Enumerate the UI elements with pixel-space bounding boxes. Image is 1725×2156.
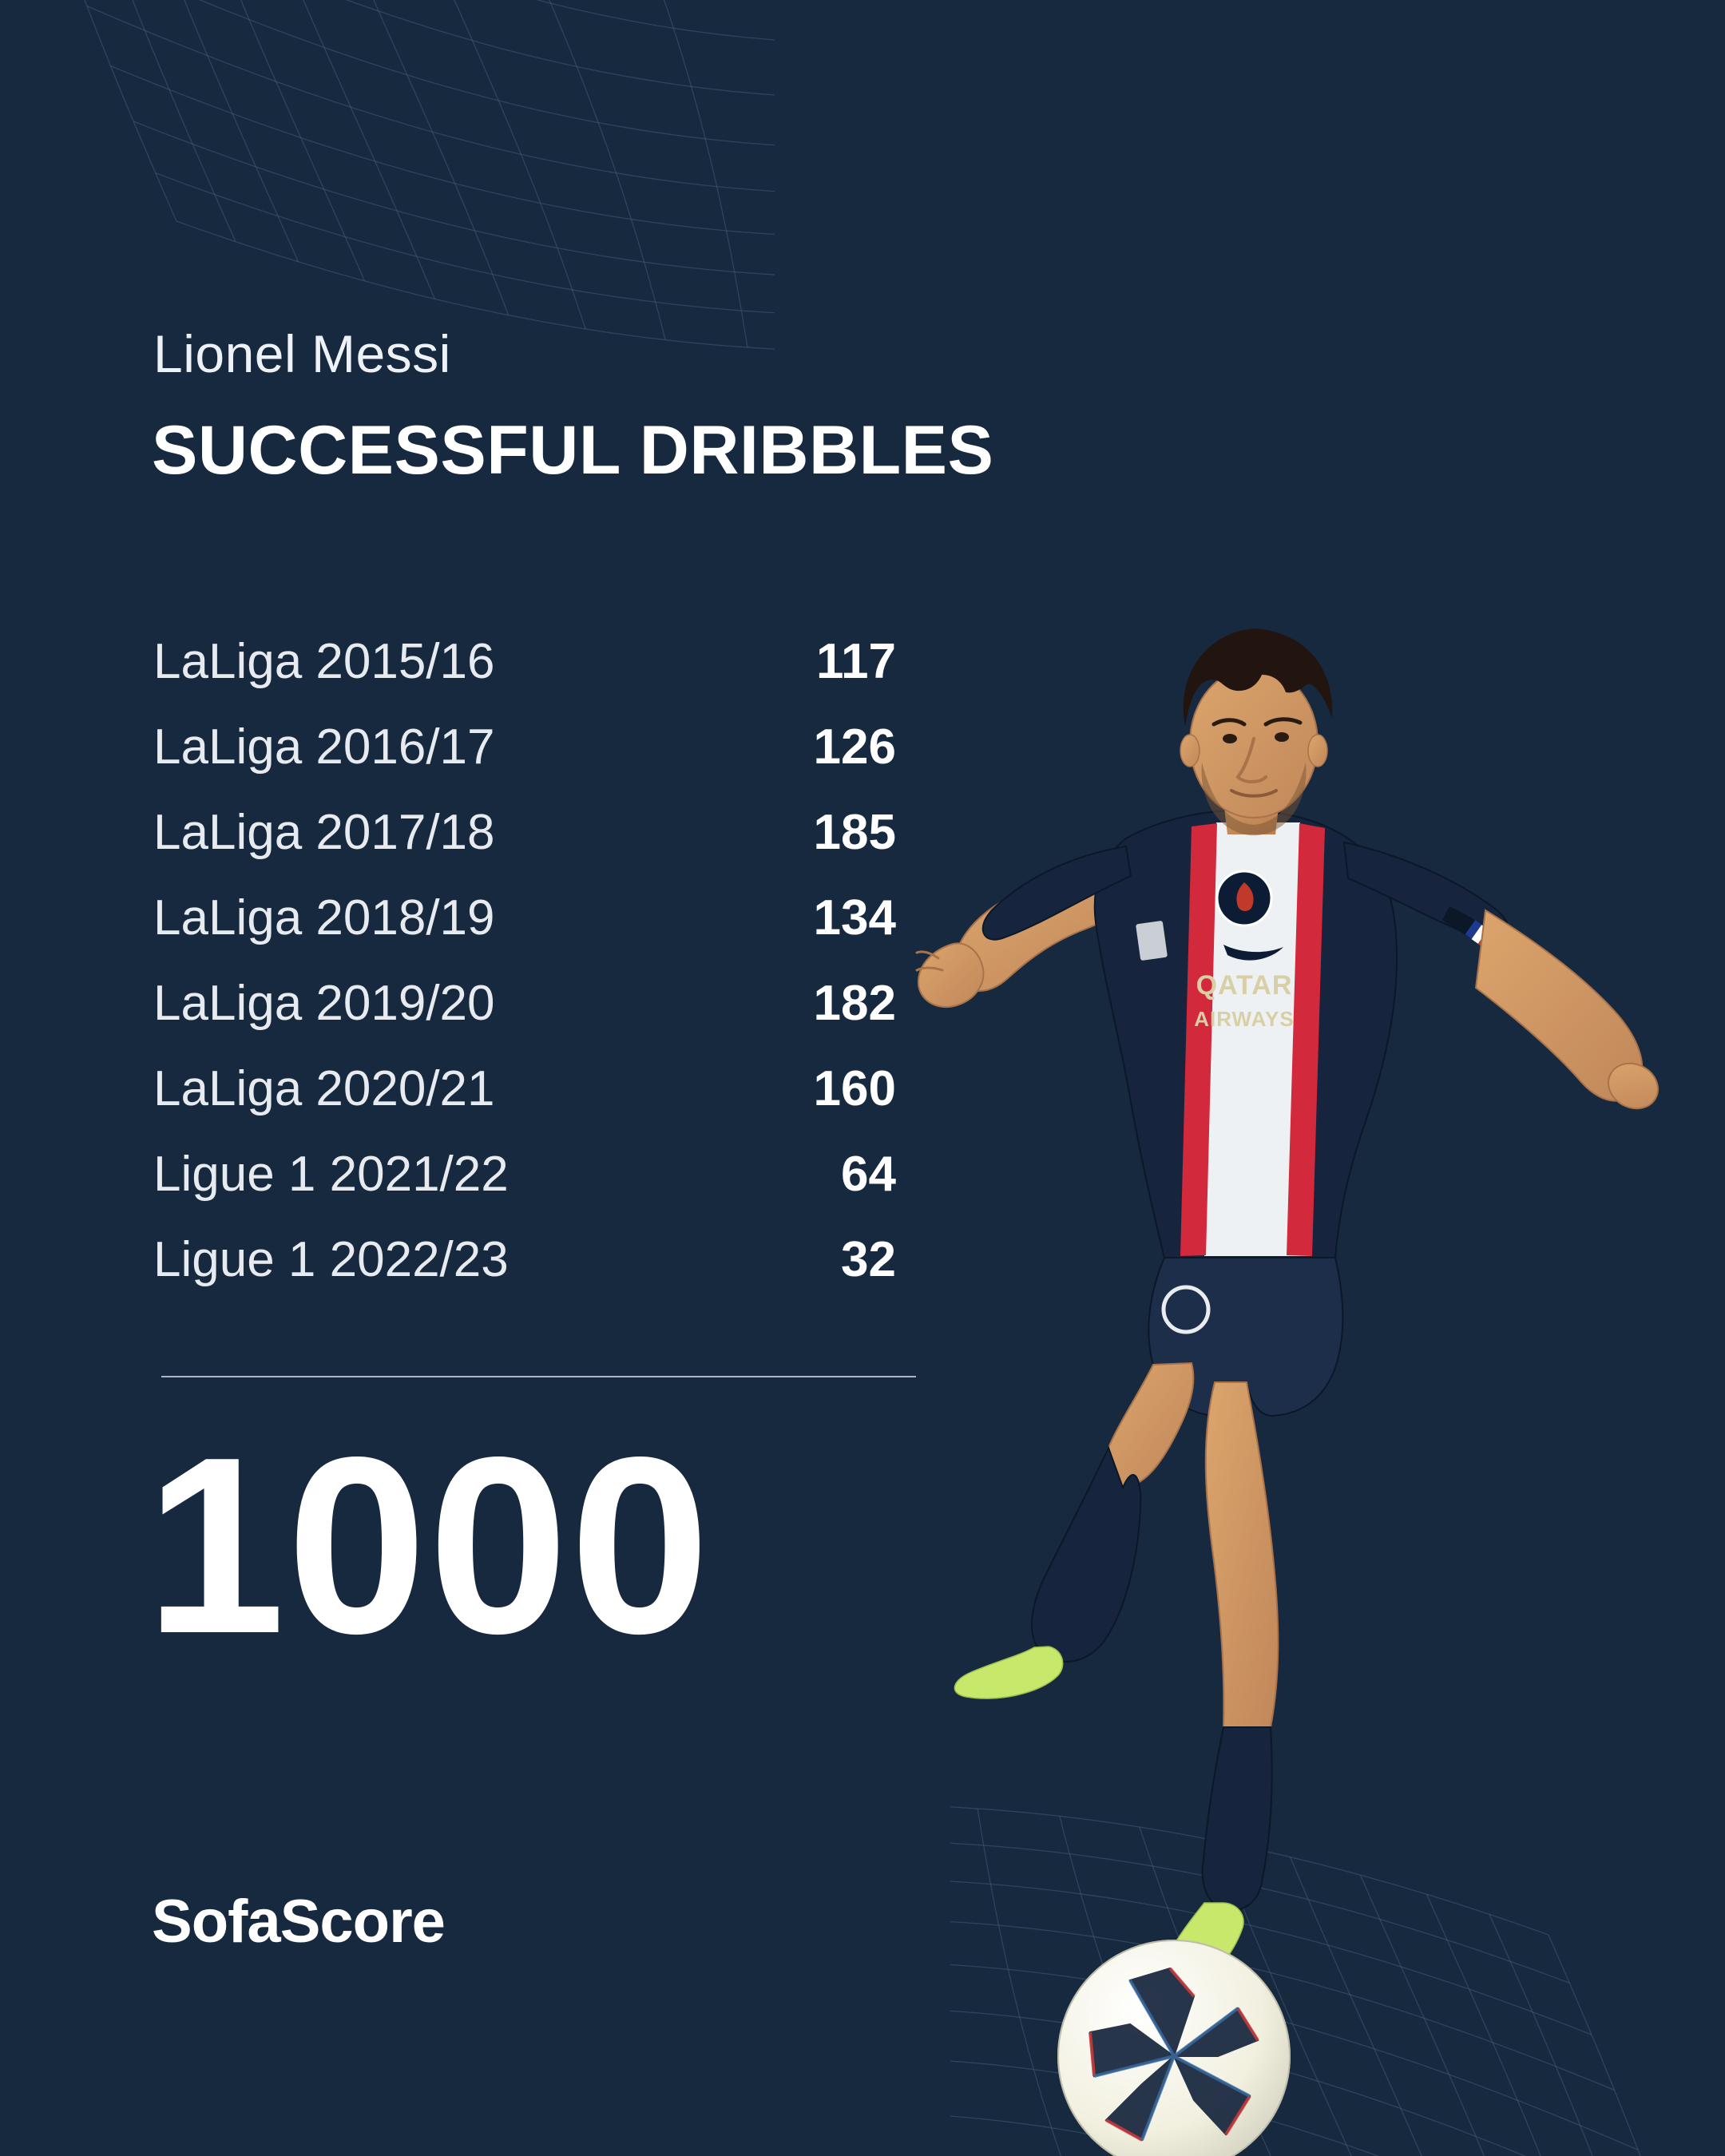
svg-text:QATAR: QATAR <box>1196 970 1293 1001</box>
svg-text:AIRWAYS: AIRWAYS <box>1194 1007 1295 1031</box>
